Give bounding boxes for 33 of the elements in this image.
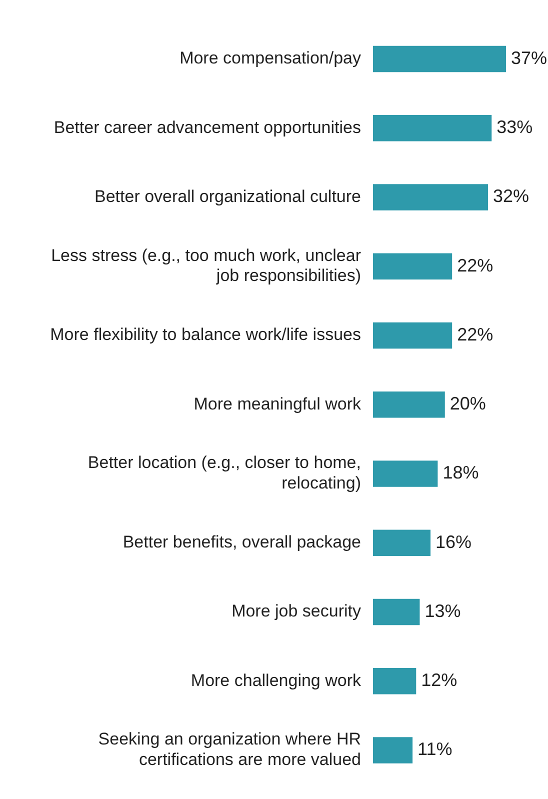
bar [373, 668, 416, 694]
y-tick-label: More meaningful work [194, 394, 362, 414]
data-label: 16% [436, 532, 472, 552]
bar [373, 114, 492, 142]
y-tick-label: Better overall organizational culture [94, 186, 361, 206]
bar [373, 46, 506, 72]
data-label: 18% [442, 462, 479, 483]
bar [373, 737, 413, 764]
y-tick-label: More compensation/pay [180, 48, 362, 68]
data-label: 32% [493, 186, 530, 206]
data-label: 20% [450, 394, 486, 414]
data-label: 12% [421, 670, 458, 690]
bar [373, 322, 452, 349]
y-tick-label: More job security [232, 602, 362, 621]
y-tick-label: Better benefits, overall package [122, 532, 361, 552]
bar [373, 391, 445, 418]
bar [373, 184, 488, 210]
y-tick-label: More challenging work [190, 670, 362, 690]
data-label: 37% [511, 48, 548, 68]
data-label: 13% [424, 600, 461, 621]
y-tick-label: More flexibility to balance work/life issues [50, 325, 361, 344]
bar [373, 253, 452, 280]
data-label: 22% [457, 255, 494, 276]
y-tick-label: Seeking an organization where HR certifications are more valued [98, 730, 361, 770]
bar [373, 598, 420, 626]
data-label: 22% [457, 324, 494, 344]
y-tick-label: Better location (e.g., closer to home, relocating) [88, 453, 361, 493]
y-tick-label: Less stress (e.g., too much work, unclear job responsibilities) [51, 246, 362, 286]
bar [373, 460, 438, 487]
bar [373, 530, 431, 556]
y-tick-label: Better career advancement opportunities [54, 118, 361, 137]
data-label: 33% [496, 117, 533, 138]
data-label: 11% [418, 739, 452, 760]
